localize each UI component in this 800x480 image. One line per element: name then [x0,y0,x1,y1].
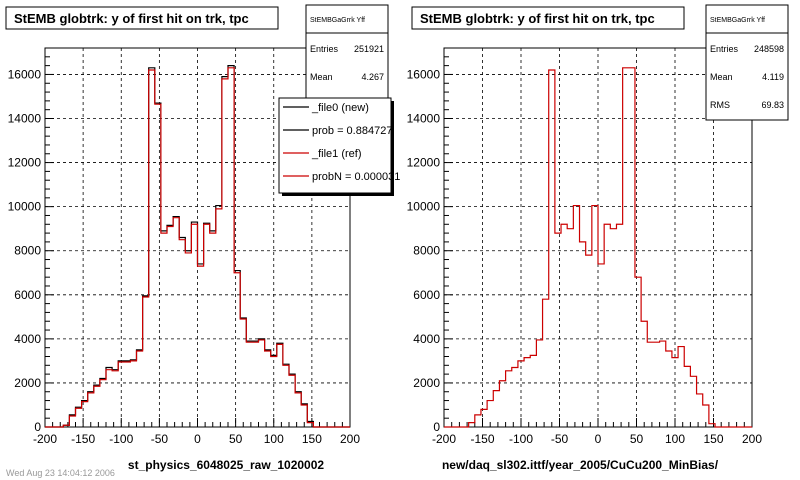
stats-label: Mean [710,72,733,82]
x-tick-label: -50 [551,432,569,446]
histogram-series-ref [444,67,752,428]
x-tick-label: 0 [194,432,201,446]
legend-entry: _file1 (ref) [311,148,362,160]
y-tick-label: 14000 [8,112,42,126]
y-tick-label: 0 [34,420,41,434]
title-box [411,6,685,30]
x-tick-label: 100 [665,432,685,446]
x-tick-label: 150 [703,432,723,446]
y-tick-label: 2000 [14,376,41,390]
stats-label: Entries [710,44,739,54]
legend-entry: _file0 (new) [311,102,369,114]
y-tick-label: 0 [433,420,440,434]
footer-timestamp: Wed Aug 23 14:04:12 2006 [6,468,115,478]
x-tick-label: -100 [109,432,133,446]
x-tick-label: 150 [302,432,322,446]
x-tick-label: -50 [151,432,169,446]
stats-title: StEMBGaGrrk Yff [710,17,765,24]
chart-title: StEMB globtrk: y of first hit on trk, tp… [14,11,249,26]
y-tick-label: 14000 [407,112,441,126]
x-tick-label: 50 [630,432,644,446]
y-tick-label: 4000 [413,332,440,346]
y-tick-label: 16000 [407,67,441,81]
stats-label: Entries [310,44,339,54]
y-tick-label: 12000 [8,156,42,170]
legend-box [278,97,392,194]
y-tick-label: 4000 [14,332,41,346]
histogram-series--file1-ref- [45,67,350,428]
x-axis-title: st_physics_6048025_raw_1020002 [128,458,324,472]
x-tick-label: 200 [340,432,360,446]
x-tick-label: -200 [33,432,57,446]
x-axis-title: new/daq_sl302.ittf/year_2005/CuCu200_Min… [442,458,719,472]
y-tick-label: 10000 [407,200,441,214]
y-tick-label: 8000 [413,244,440,258]
y-tick-label: 16000 [8,67,42,81]
title-box [5,6,279,30]
y-tick-label: 10000 [8,200,42,214]
x-tick-label: -100 [509,432,533,446]
y-tick-label: 6000 [413,288,440,302]
stats-title: StEMBGaGrrk Yff [310,17,365,24]
stats-label: RMS [710,100,730,110]
y-tick-label: 12000 [407,156,441,170]
y-tick-label: 8000 [14,244,41,258]
right-histogram-panel: -200 -150 -100 -50 0 50 100 150 2000200040006000… [407,4,789,472]
legend-entry: probN = 0.000031 [312,171,400,183]
x-tick-label: 50 [229,432,243,446]
left-histogram-panel: -200 -150 -100 -50 0 50 100 150 2000200040006000… [5,4,400,478]
chart-title: StEMB globtrk: y of first hit on trk, tp… [420,11,655,26]
x-tick-label: 100 [264,432,284,446]
stats-value: 4.119 [762,72,784,82]
stats-label: Mean [310,72,333,82]
legend-entry: prob = 0.884727 [312,125,392,137]
y-tick-label: 6000 [14,288,41,302]
stats-value: 251921 [354,44,384,54]
y-tick-label: 2000 [413,376,440,390]
stats-value: 69.83 [761,100,784,110]
stats-value: 4.267 [361,72,384,82]
x-tick-label: 200 [742,432,762,446]
stats-value: 248598 [754,44,784,54]
stats-box [705,4,789,121]
x-tick-label: -200 [432,432,456,446]
x-tick-label: 0 [595,432,602,446]
x-tick-label: -150 [71,432,95,446]
x-tick-label: -150 [470,432,494,446]
